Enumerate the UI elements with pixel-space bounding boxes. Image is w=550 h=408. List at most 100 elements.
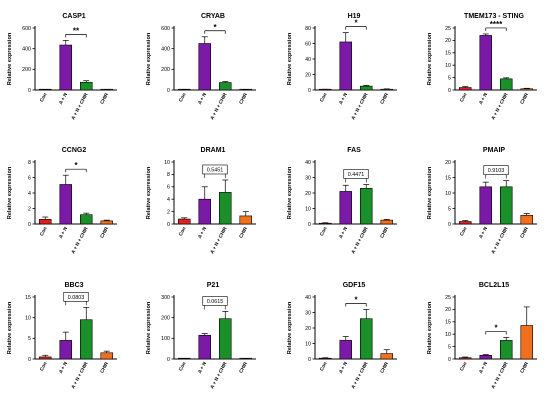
chart-panel-cryab: CRYAB Relative expression 0 200 400 600 Con A +… — [146, 13, 256, 121]
y-axis-label: Relative expression — [287, 301, 293, 354]
bar-chir — [520, 215, 533, 225]
x-tick-label: Con — [178, 92, 188, 103]
significance-label: * — [354, 19, 358, 28]
y-tick-label: 5 — [448, 206, 451, 212]
p-value-label: 0.5451 — [207, 168, 224, 174]
y-tick-label: 400 — [22, 46, 31, 52]
x-tick-label: A + N + CHIR — [350, 226, 369, 255]
y-tick-label: 15 — [25, 295, 31, 301]
bar-a-n — [479, 354, 492, 360]
y-tick-label: 5 — [448, 344, 451, 350]
y-tick-label: 100 — [161, 336, 170, 342]
x-tick-label: A + N + CHIR — [70, 92, 89, 121]
chart-title: TMEM173 - STING — [464, 13, 524, 20]
chart-title: PMAIP — [483, 147, 506, 154]
x-tick-label: A + N + CHIR — [70, 361, 89, 390]
x-tick-label: A + N + CHIR — [490, 92, 509, 121]
y-axis-label: Relative expression — [427, 301, 433, 354]
x-tick-label: CHIR — [99, 361, 110, 375]
x-tick-label: CHIR — [99, 92, 110, 106]
p-value-label: 0.9103 — [488, 168, 505, 174]
x-tick-label: A + N — [338, 92, 349, 106]
significance-label: * — [213, 23, 217, 32]
bar-a-n-chir — [80, 319, 93, 360]
chart-panel-bcl2l15: BCL2L15 Relative expression 0 5 10 15 20 25 Con A… — [427, 282, 537, 390]
bar-a-n-chir — [80, 214, 93, 225]
y-tick-label: 0 — [308, 222, 311, 228]
chart-title: DRAM1 — [201, 147, 226, 154]
chart-title: CASP1 — [62, 13, 85, 20]
p-value-box — [202, 296, 228, 306]
x-tick-label: Con — [39, 226, 49, 237]
y-tick-label: 0 — [448, 88, 451, 94]
significance-label: **** — [490, 20, 503, 29]
x-tick-label: A + N + CHIR — [490, 361, 509, 390]
bar-chir — [520, 88, 533, 91]
chart-panel-gdf15: GDF15 Relative expression 0 10 20 30 40 Con A + … — [287, 282, 397, 390]
y-axis-label: Relative expression — [287, 166, 293, 219]
y-axis-label: Relative expression — [146, 166, 152, 219]
bar-a-n — [339, 41, 352, 91]
chart-title: H19 — [348, 13, 361, 20]
x-tick-label: CHIR — [379, 92, 390, 106]
p-value-box — [63, 292, 89, 302]
chart-panel-casp1: CASP1 Relative expression 0 200 400 600 Con A +… — [7, 13, 117, 121]
y-tick-label: 0 — [28, 357, 31, 363]
x-tick-label: Con — [319, 361, 329, 372]
y-tick-label: 2 — [167, 209, 170, 215]
bar-chir — [100, 220, 113, 225]
y-tick-label: 10 — [305, 206, 311, 212]
chart-panel-tmem173-sting: TMEM173 - STING Relative expression 0 5 10 15… — [427, 13, 537, 121]
x-tick-label: CHIR — [379, 226, 390, 240]
bar-con — [319, 357, 332, 360]
y-axis-label: Relative expression — [7, 166, 13, 219]
y-tick-label: 10 — [445, 332, 451, 338]
p-value-label: 0.0803 — [68, 295, 85, 301]
x-tick-label: CHIR — [519, 226, 530, 240]
x-tick-label: A + N — [197, 226, 208, 240]
significance-label: * — [354, 295, 358, 304]
x-tick-label: Con — [319, 226, 329, 237]
x-tick-label: CHIR — [238, 92, 249, 106]
y-tick-label: 30 — [305, 175, 311, 181]
y-tick-label: 0 — [28, 88, 31, 94]
x-tick-label: A + N — [338, 361, 349, 375]
x-tick-label: A + N — [58, 92, 69, 106]
chart-title: CCNG2 — [62, 147, 87, 154]
y-axis-label: Relative expression — [427, 32, 433, 85]
y-tick-label: 40 — [305, 160, 311, 166]
x-tick-label: CHIR — [519, 361, 530, 375]
y-tick-label: 20 — [445, 307, 451, 313]
bar-a-n — [479, 186, 492, 225]
y-tick-label: 60 — [305, 41, 311, 47]
p-value-box — [202, 164, 228, 175]
y-tick-label: 20 — [305, 326, 311, 332]
y-tick-label: 0 — [167, 88, 170, 94]
x-tick-label: Con — [39, 92, 49, 103]
bar-con — [459, 87, 472, 91]
bar-chir — [380, 219, 393, 225]
y-tick-label: 6 — [28, 175, 31, 181]
y-tick-label: 300 — [161, 295, 170, 301]
x-tick-label: Con — [319, 92, 329, 103]
bar-a-n-chir — [80, 81, 93, 91]
y-axis-label: Relative expression — [7, 301, 13, 354]
x-tick-label: A + N — [197, 92, 208, 106]
y-tick-label: 200 — [161, 315, 170, 321]
y-axis-label: Relative expression — [287, 32, 293, 85]
y-tick-label: 30 — [305, 310, 311, 316]
bar-con — [319, 222, 332, 225]
y-tick-label: 8 — [167, 172, 170, 178]
y-tick-label: 10 — [164, 160, 170, 166]
bar-chir — [100, 352, 113, 360]
x-tick-label: A + N — [478, 92, 489, 106]
bar-con — [178, 218, 191, 225]
bar-chir — [380, 353, 393, 360]
bar-chir — [520, 325, 533, 360]
y-tick-label: 5 — [448, 75, 451, 81]
chart-panel-p21: P21 Relative expression 0 100 200 300 Con A + N… — [146, 282, 256, 390]
y-axis-label: Relative expression — [146, 32, 152, 85]
